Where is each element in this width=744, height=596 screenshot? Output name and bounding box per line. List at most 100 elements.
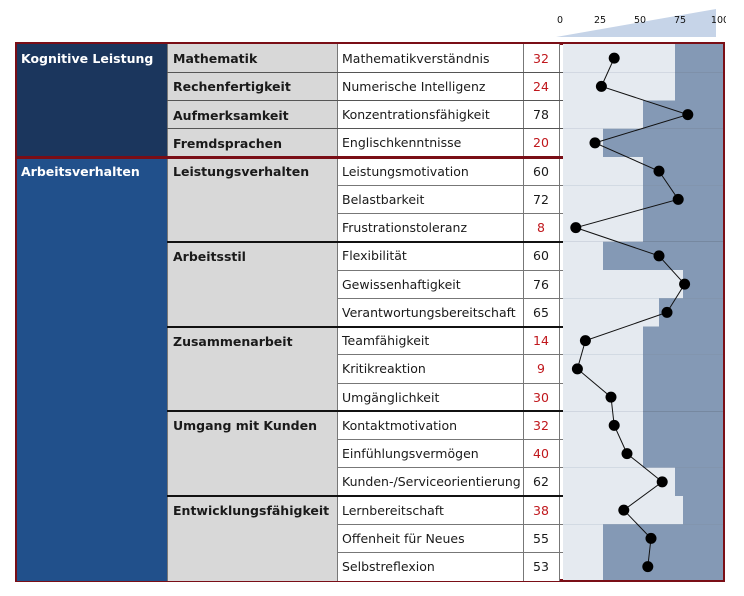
row-separator — [167, 325, 723, 328]
item-label: Konzentrationsfähigkeit — [337, 100, 523, 129]
profile-point — [579, 335, 591, 347]
scale-tick-label: 75 — [674, 15, 686, 26]
item-label: Kontaktmotivation — [337, 411, 523, 440]
norm-band — [563, 326, 643, 355]
item-label: Verantwortungsbereitschaft — [337, 298, 523, 327]
profile-point — [595, 80, 607, 92]
item-label: Lernbereitschaft — [337, 496, 523, 525]
profile-point — [661, 306, 673, 318]
item-label: Umgänglichkeit — [337, 383, 523, 412]
row-separator — [167, 495, 723, 497]
norm-band — [563, 157, 643, 186]
column-divider — [559, 44, 560, 581]
profile-point — [672, 193, 684, 205]
subcategory-label: Rechenfertigkeit — [167, 72, 337, 101]
profile-row — [563, 128, 723, 157]
item-value: 53 — [523, 552, 559, 581]
subcategory-label: Aufmerksamkeit — [167, 100, 337, 129]
norm-band — [563, 467, 675, 496]
row-separator — [167, 240, 723, 243]
row-separator — [337, 467, 723, 469]
profile-point — [621, 448, 633, 460]
norm-band — [563, 298, 659, 327]
subcategory-label: Zusammenarbeit — [167, 326, 337, 412]
row-separator — [337, 269, 723, 271]
profile-point — [589, 137, 601, 149]
profile-row — [563, 411, 723, 440]
item-label: Belastbarkeit — [337, 185, 523, 214]
profile-row — [563, 72, 723, 101]
row-separator — [337, 297, 723, 299]
norm-band — [563, 383, 643, 412]
item-label: Leistungsmotivation — [337, 157, 523, 186]
row-separator — [167, 128, 723, 130]
row-separator — [167, 410, 723, 413]
item-value: 30 — [523, 383, 559, 412]
item-label: Kritikreaktion — [337, 354, 523, 383]
item-value: 76 — [523, 270, 559, 299]
item-value: 38 — [523, 496, 559, 525]
column-divider — [337, 44, 338, 581]
item-label: Numerische Intelligenz — [337, 72, 523, 101]
profile-point — [570, 222, 582, 234]
subcategory-label: Entwicklungsfähigkeit — [167, 496, 337, 581]
norm-band — [563, 241, 603, 270]
profile-row — [563, 100, 723, 129]
profile-row — [563, 44, 723, 73]
column-divider — [167, 44, 168, 581]
norm-band — [563, 411, 643, 440]
item-value: 32 — [523, 44, 559, 73]
profile-point — [679, 278, 691, 290]
norm-band — [563, 552, 603, 580]
subcategory-label: Fremdsprachen — [167, 128, 337, 157]
subcategory-label: Mathematik — [167, 44, 337, 73]
profile-point — [645, 532, 657, 544]
scale-tick-label: 100 — [711, 15, 726, 26]
category-separator — [17, 155, 723, 159]
scale-tick-label: 25 — [594, 15, 606, 26]
scale-tick-label: 0 — [557, 15, 563, 26]
profile-point — [653, 165, 665, 177]
norm-band — [563, 185, 643, 214]
item-value: 65 — [523, 298, 559, 327]
category-label: Arbeitsverhalten — [17, 157, 167, 581]
profile-row — [563, 383, 723, 412]
row-separator — [337, 439, 723, 440]
profile-point — [656, 476, 668, 488]
scale-header: 0 25 50 75 100 — [556, 9, 726, 37]
row-separator — [337, 184, 723, 186]
profile-plot — [563, 44, 723, 580]
profile-point — [608, 52, 620, 64]
profile-point — [642, 561, 654, 573]
subcategory-label: Arbeitsstil — [167, 241, 337, 327]
item-value: 60 — [523, 241, 559, 270]
item-label: Gewissenhaftigkeit — [337, 270, 523, 299]
profile-row — [563, 241, 723, 270]
item-value: 40 — [523, 439, 559, 468]
profile-point — [682, 109, 694, 121]
item-value: 62 — [523, 467, 559, 496]
profile-point — [608, 419, 620, 431]
profile-row — [563, 270, 723, 299]
item-label: Offenheit für Neues — [337, 524, 523, 553]
profile-row — [563, 439, 723, 468]
scale-wedge — [556, 9, 716, 37]
item-value: 72 — [523, 185, 559, 214]
item-value: 9 — [523, 354, 559, 383]
profile-point — [653, 250, 665, 262]
item-value: 8 — [523, 213, 559, 242]
row-separator — [167, 100, 723, 101]
item-label: Einfühlungsvermögen — [337, 439, 523, 468]
item-label: Kunden-/Serviceorientierung — [337, 467, 523, 496]
profile-point — [618, 504, 630, 516]
item-label: Flexibilität — [337, 241, 523, 270]
profile-point — [605, 391, 617, 403]
row-separator — [337, 354, 723, 356]
item-label: Englischkenntnisse — [337, 128, 523, 157]
norm-band — [563, 100, 643, 129]
row-separator — [337, 382, 723, 384]
item-value: 14 — [523, 326, 559, 355]
subcategory-label: Leistungsverhalten — [167, 157, 337, 242]
item-value: 55 — [523, 524, 559, 553]
item-label: Frustrationstoleranz — [337, 213, 523, 242]
